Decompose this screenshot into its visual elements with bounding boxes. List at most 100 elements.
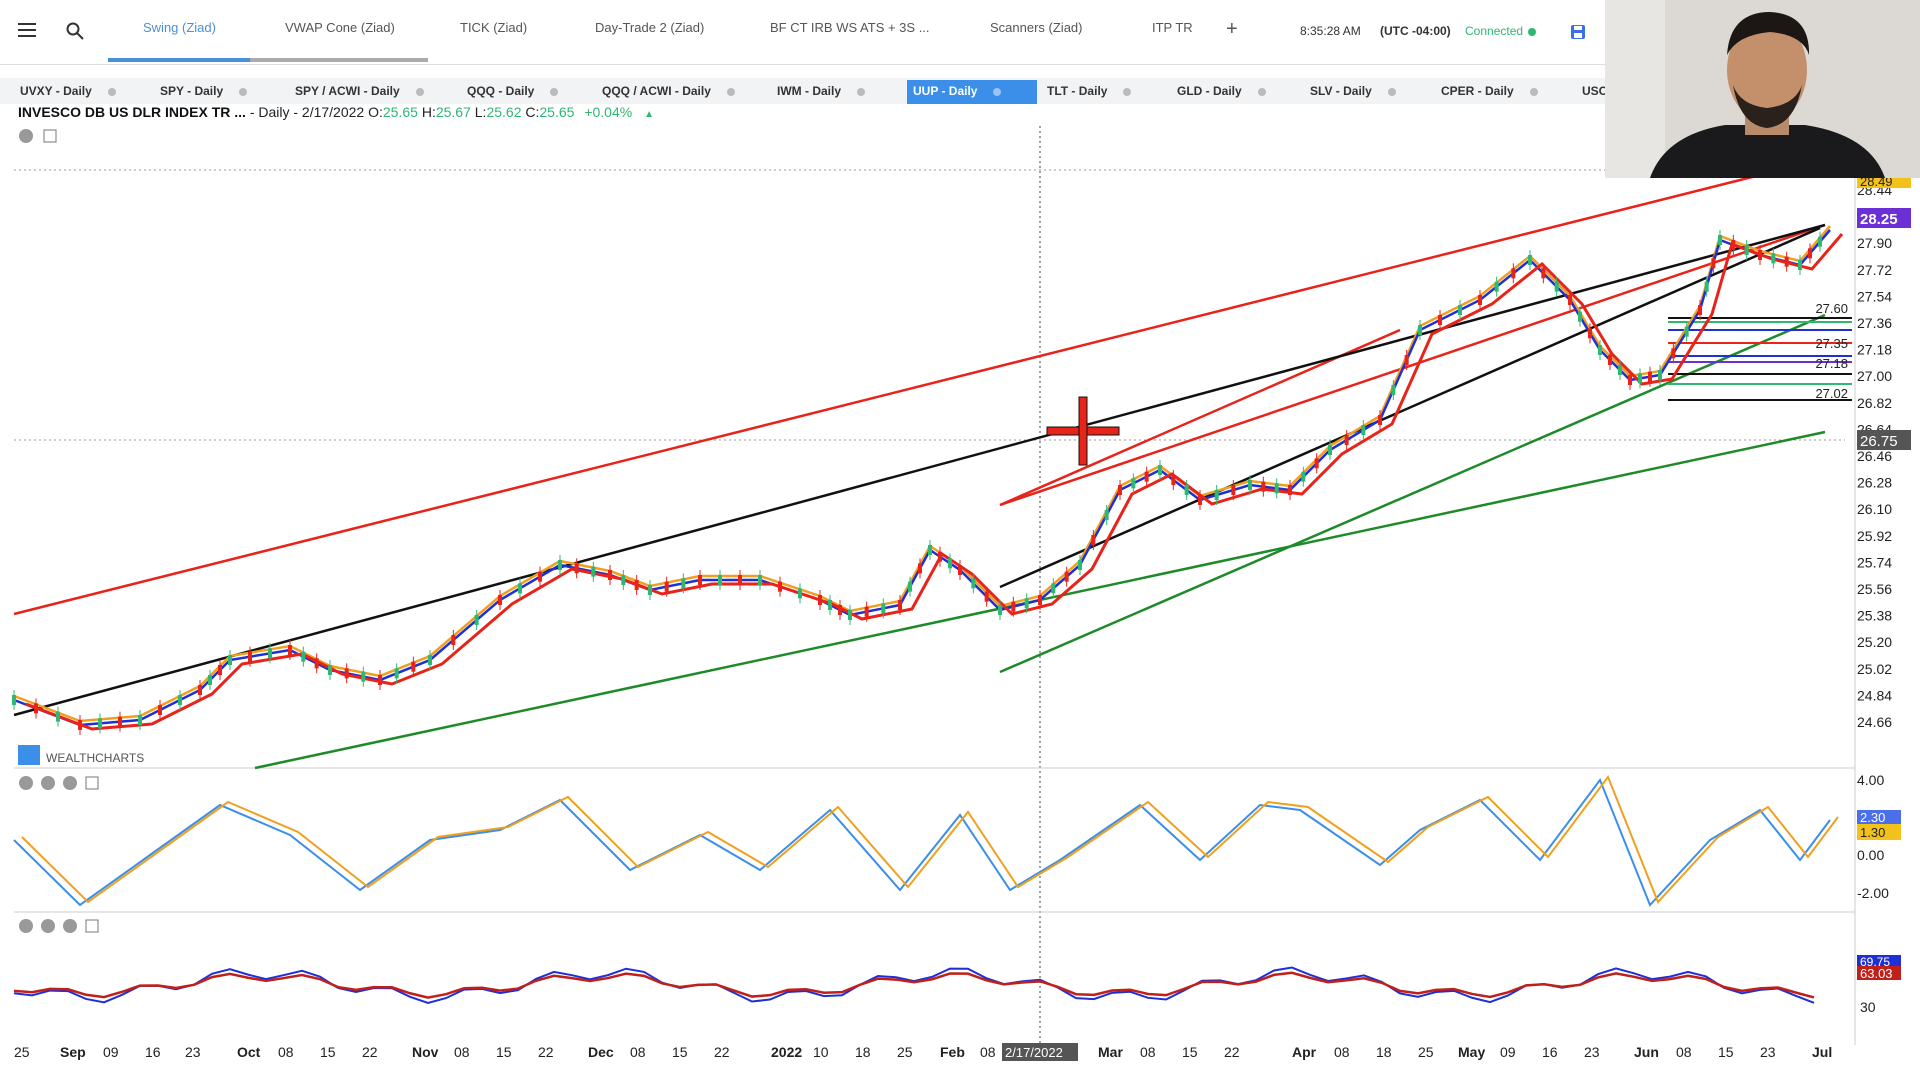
pane-control-icon[interactable] — [41, 919, 55, 933]
date-axis-tick: 16 — [1542, 1044, 1558, 1060]
candle-body — [56, 711, 60, 722]
high-value: 25.67 — [435, 104, 471, 120]
symbol-tab-7[interactable]: TLT - Daily — [1047, 84, 1132, 98]
symbol-close-dot-icon[interactable] — [726, 87, 735, 96]
date-axis-tick: May — [1458, 1044, 1485, 1060]
symbol-close-dot-icon[interactable] — [107, 87, 116, 96]
pane-control-icon[interactable] — [19, 776, 33, 790]
candle-body — [158, 705, 162, 715]
candle-body — [998, 605, 1002, 615]
crosshair-price-text: 26.75 — [1860, 433, 1898, 450]
date-axis-tick: Oct — [237, 1044, 261, 1060]
symbol-tab-1[interactable]: SPY - Daily — [160, 84, 248, 98]
tab-4[interactable]: BF CT IRB WS ATS + 3S ... — [770, 20, 930, 35]
symbol-label: USO — [1582, 84, 1609, 98]
pane-control-icon[interactable] — [63, 776, 77, 790]
tab-3[interactable]: Day-Trade 2 (Ziad) — [595, 20, 705, 35]
candle-body — [228, 655, 232, 665]
symbol-tab-8[interactable]: GLD - Daily — [1177, 84, 1266, 98]
symbol-close-dot-icon[interactable] — [857, 87, 866, 96]
date-axis-tick: 2022 — [771, 1044, 802, 1060]
search-icon[interactable] — [66, 22, 84, 40]
crosshair-price-badge — [1857, 430, 1911, 450]
crosshair-date-badge — [1002, 1043, 1078, 1061]
symbol-tab-6[interactable]: UUP - Daily — [913, 84, 1002, 98]
symbol-tab-2[interactable]: SPY / ACWI - Daily — [295, 84, 424, 98]
date-axis-tick: 18 — [855, 1044, 871, 1060]
candle-body — [301, 651, 306, 662]
candle-body — [1144, 471, 1149, 482]
candle-body — [1554, 281, 1559, 292]
symbol-tab-11[interactable]: USO — [1582, 84, 1608, 98]
pane-control-icon[interactable] — [41, 776, 55, 790]
candle-body — [1418, 325, 1422, 335]
candle-body — [718, 575, 722, 585]
symbol-close-dot-icon[interactable] — [550, 87, 559, 96]
symbol-label: QQQ / ACWI - Daily — [602, 84, 711, 98]
pane-control-icon[interactable] — [19, 919, 33, 933]
candle-body — [1784, 256, 1789, 267]
pane-add-icon[interactable] — [85, 776, 99, 790]
date-axis-tick: 15 — [1182, 1044, 1198, 1060]
candle-body — [591, 566, 596, 577]
price-axis-tick: 27.72 — [1857, 262, 1892, 278]
tab-0[interactable]: Swing (Ziad) — [143, 20, 216, 35]
tab-6[interactable]: ITP TR — [1152, 20, 1193, 35]
candle-body — [12, 695, 16, 705]
symbol-tab-10[interactable]: CPER - Daily — [1441, 84, 1538, 98]
symbol-tab-0[interactable]: UVXY - Daily — [20, 84, 116, 98]
symbol-close-dot-icon[interactable] — [1387, 87, 1396, 96]
save-icon[interactable] — [1570, 24, 1586, 40]
pane-add-icon[interactable] — [43, 129, 57, 143]
candle-body — [411, 661, 416, 672]
cursor-cross-icon-v[interactable] — [1078, 396, 1088, 466]
tab-scrollbar[interactable] — [250, 58, 428, 62]
date-axis-tick: 22 — [538, 1044, 554, 1060]
price-axis-tick: 25.56 — [1857, 581, 1892, 597]
candle-body — [1684, 326, 1689, 337]
candle-body — [314, 658, 319, 669]
symbol-close-dot-icon[interactable] — [1257, 87, 1266, 96]
candle-body — [198, 685, 202, 695]
add-tab-button[interactable]: + — [1226, 18, 1238, 40]
pane-add-icon[interactable] — [85, 919, 99, 933]
candle-body — [938, 551, 942, 562]
osc1-badge-blue — [1857, 810, 1901, 824]
candle-body — [828, 600, 832, 610]
candle-body — [378, 675, 382, 685]
candle-body — [288, 645, 292, 655]
tab-5[interactable]: Scanners (Ziad) — [990, 20, 1083, 35]
hamburger-menu-icon[interactable] — [18, 22, 36, 38]
candle-body — [574, 563, 579, 574]
candle-body — [1131, 478, 1136, 489]
candle-body — [118, 716, 122, 727]
price-chart[interactable]: 28.4428.0827.9027.7227.5427.3627.1827.00… — [0, 120, 1920, 1080]
symbol-close-dot-icon[interactable] — [1123, 87, 1132, 96]
symbol-tab-5[interactable]: IWM - Daily — [777, 84, 866, 98]
symbol-close-dot-icon[interactable] — [1529, 87, 1538, 96]
candle-body — [178, 695, 182, 705]
pane-control-icon[interactable] — [19, 129, 33, 143]
top-toolbar: Swing (Ziad) VWAP Cone (Ziad) TICK (Ziad) D… — [0, 0, 1605, 65]
price-axis-tick: 24.84 — [1857, 687, 1892, 703]
symbol-tab-3[interactable]: QQQ - Daily — [467, 84, 559, 98]
presenter-video — [1605, 0, 1920, 178]
timezone[interactable]: (UTC -04:00) — [1380, 24, 1451, 38]
candle-body — [1541, 268, 1546, 279]
crosshair-date-text: 2/17/2022 — [1005, 1045, 1063, 1060]
candle-body — [1771, 253, 1776, 264]
symbol-label: SPY / ACWI - Daily — [295, 84, 400, 98]
candle-body — [1288, 485, 1292, 495]
symbol-tab-4[interactable]: QQQ / ACWI - Daily — [602, 84, 735, 98]
pane-control-icon[interactable] — [63, 919, 77, 933]
symbol-tab-9[interactable]: SLV - Daily — [1310, 84, 1396, 98]
symbol-close-dot-icon[interactable] — [239, 87, 248, 96]
symbol-close-dot-icon[interactable] — [993, 87, 1002, 96]
tab-1[interactable]: VWAP Cone (Ziad) — [285, 20, 395, 35]
low-label: L: — [474, 104, 487, 120]
candle-body — [1361, 425, 1366, 435]
symbol-close-dot-icon[interactable] — [415, 87, 424, 96]
black-trendline-long — [13, 223, 1826, 717]
date-axis-tick: 23 — [185, 1044, 201, 1060]
tab-2[interactable]: TICK (Ziad) — [460, 20, 528, 35]
